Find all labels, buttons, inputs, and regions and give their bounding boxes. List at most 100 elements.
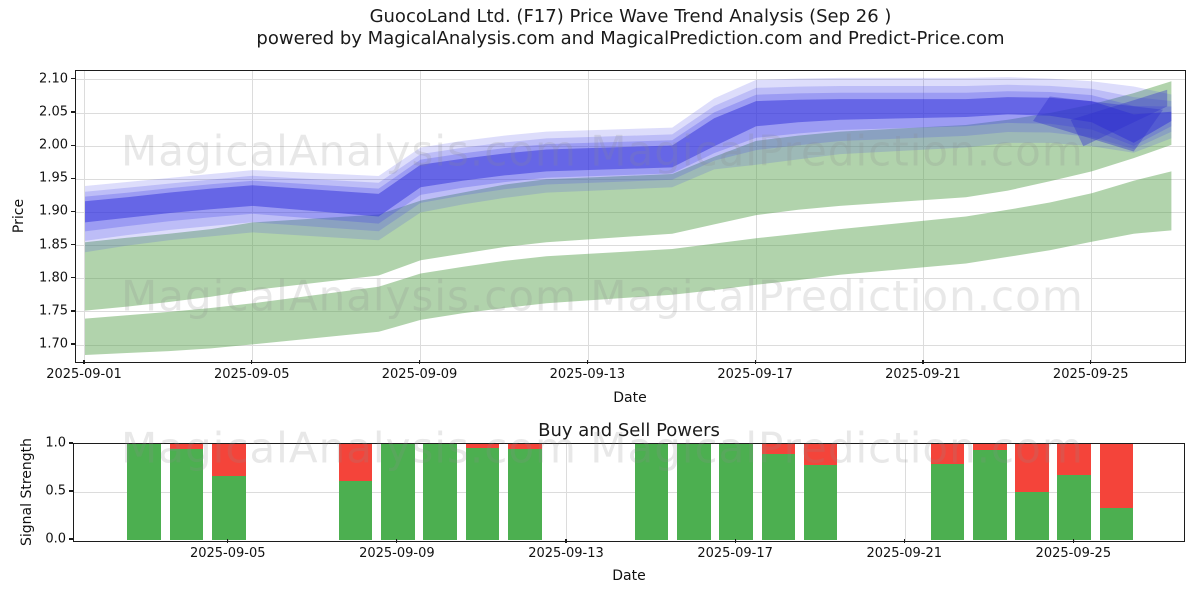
x-tick-mark [586, 360, 588, 364]
x-tick-mark [227, 539, 229, 543]
x-gridline [1091, 71, 1093, 362]
x-tick-mark [734, 539, 736, 543]
y-tick-mark [69, 538, 73, 540]
x-tick-mark [1090, 360, 1092, 364]
blue-accent-streak-1 [1070, 89, 1168, 147]
watermark-prediction: MagicalPrediction.com [590, 126, 1084, 176]
x-gridline [420, 71, 422, 362]
y-tick-label: 1.75 [39, 303, 68, 319]
y-gridline [76, 311, 1185, 313]
x-tick-mark [1072, 539, 1074, 543]
x-gridline [904, 444, 906, 541]
x-tick-mark [754, 360, 756, 364]
y-tick-mark [71, 78, 75, 80]
x-tick-mark [83, 360, 85, 364]
blue-accent-streak-0 [1033, 96, 1163, 152]
sell-power-bar [169, 444, 204, 449]
y-tick-mark [71, 310, 75, 312]
watermark-analysis: MagicalAnalysis.com [121, 423, 577, 473]
buy-power-bar [719, 444, 753, 540]
sell-power-bar [211, 444, 246, 476]
y-gridline [76, 79, 1185, 81]
x-tick-label: 2025-09-05 [213, 367, 290, 382]
buy-power-bar [127, 444, 162, 540]
powers-chart-axes [73, 443, 1185, 542]
buy-power-bar [972, 449, 1007, 540]
sell-power-bar [1057, 444, 1092, 475]
y-gridline [76, 278, 1185, 280]
blue-wave-layer-3 [85, 97, 1172, 223]
x-gridline [84, 71, 86, 362]
y-tick-label: 1.85 [39, 237, 68, 253]
sell-power-bar [761, 444, 796, 454]
x-tick-mark [418, 360, 421, 364]
upper-green-band [85, 81, 1172, 311]
y-tick-label: 0.5 [45, 483, 66, 499]
y-tick-label: 1.95 [39, 170, 68, 186]
x-tick-label: 2025-09-17 [697, 546, 773, 561]
buy-power-bar [634, 444, 669, 540]
chart-subtitle: powered by MagicalAnalysis.com and Magic… [256, 28, 1005, 49]
y-tick-mark [69, 490, 73, 492]
x-tick-label: 2025-09-05 [189, 546, 266, 561]
y-gridline [76, 344, 1185, 346]
y-gridline [76, 178, 1185, 180]
y-tick-label: 1.80 [39, 270, 68, 286]
powers-chart-title: Buy and Sell Powers [538, 420, 720, 441]
buy-power-bar [338, 481, 373, 540]
buy-power-bar [507, 448, 542, 540]
y-tick-label: 2.10 [39, 71, 68, 87]
sell-power-bar [465, 444, 500, 448]
buy-power-bar [211, 475, 246, 540]
x-tick-mark [903, 539, 905, 543]
y-tick-label: 1.90 [39, 203, 68, 219]
x-gridline [566, 444, 568, 541]
y-tick-mark [71, 144, 75, 146]
lower-green-band [85, 171, 1172, 355]
x-gridline [587, 71, 589, 362]
buy-power-bar [169, 448, 204, 540]
y-tick-label: 1.70 [39, 336, 68, 352]
y-tick-label: 0.0 [45, 531, 66, 547]
y-tick-mark [71, 177, 75, 179]
sell-power-bar [930, 444, 965, 465]
sell-power-bar [972, 444, 1007, 450]
buy-power-bar [465, 447, 500, 540]
x-tick-mark [922, 360, 924, 364]
chart-title: GuocoLand Ltd. (F17) Price Wave Trend An… [369, 6, 892, 27]
buy-power-bar [803, 465, 838, 540]
powers-x-axis-label: Date [612, 568, 646, 584]
powers-y-axis-label: Signal Strength [19, 437, 35, 547]
watermark-prediction: MagicalPrediction.com [590, 271, 1084, 321]
buy-power-bar [423, 444, 457, 540]
price-chart-axes [75, 70, 1186, 363]
x-tick-label: 2025-09-17 [717, 367, 793, 382]
y-tick-mark [71, 244, 75, 246]
y-tick-mark [71, 210, 75, 213]
sell-power-bar [803, 444, 838, 466]
y-gridline [76, 211, 1185, 213]
x-tick-mark [396, 539, 398, 543]
x-tick-label: 2025-09-21 [866, 546, 942, 561]
y-tick-mark [71, 343, 75, 345]
y-tick-label: 2.00 [39, 137, 68, 153]
buy-power-bar [1015, 492, 1049, 540]
price-x-axis-label: Date [613, 390, 647, 406]
x-tick-label: 2025-09-13 [549, 367, 626, 382]
x-gridline [755, 71, 757, 362]
y-gridline [76, 145, 1185, 147]
y-tick-mark [71, 277, 75, 279]
x-gridline [252, 71, 254, 362]
watermark-analysis: MagicalAnalysis.com [121, 126, 577, 176]
x-tick-label: 2025-09-09 [381, 367, 458, 382]
buy-power-bar [676, 444, 711, 540]
buy-power-bar [381, 444, 415, 540]
x-tick-label: 2025-09-21 [885, 367, 961, 382]
x-tick-label: 2025-09-25 [1035, 546, 1112, 561]
price-y-axis-label: Price [11, 198, 27, 234]
buy-power-bar [930, 464, 965, 540]
x-tick-label: 2025-09-01 [46, 367, 122, 382]
x-tick-mark [565, 539, 567, 543]
sell-power-bar [1015, 444, 1049, 492]
watermark-prediction: MagicalPrediction.com [590, 423, 1084, 473]
